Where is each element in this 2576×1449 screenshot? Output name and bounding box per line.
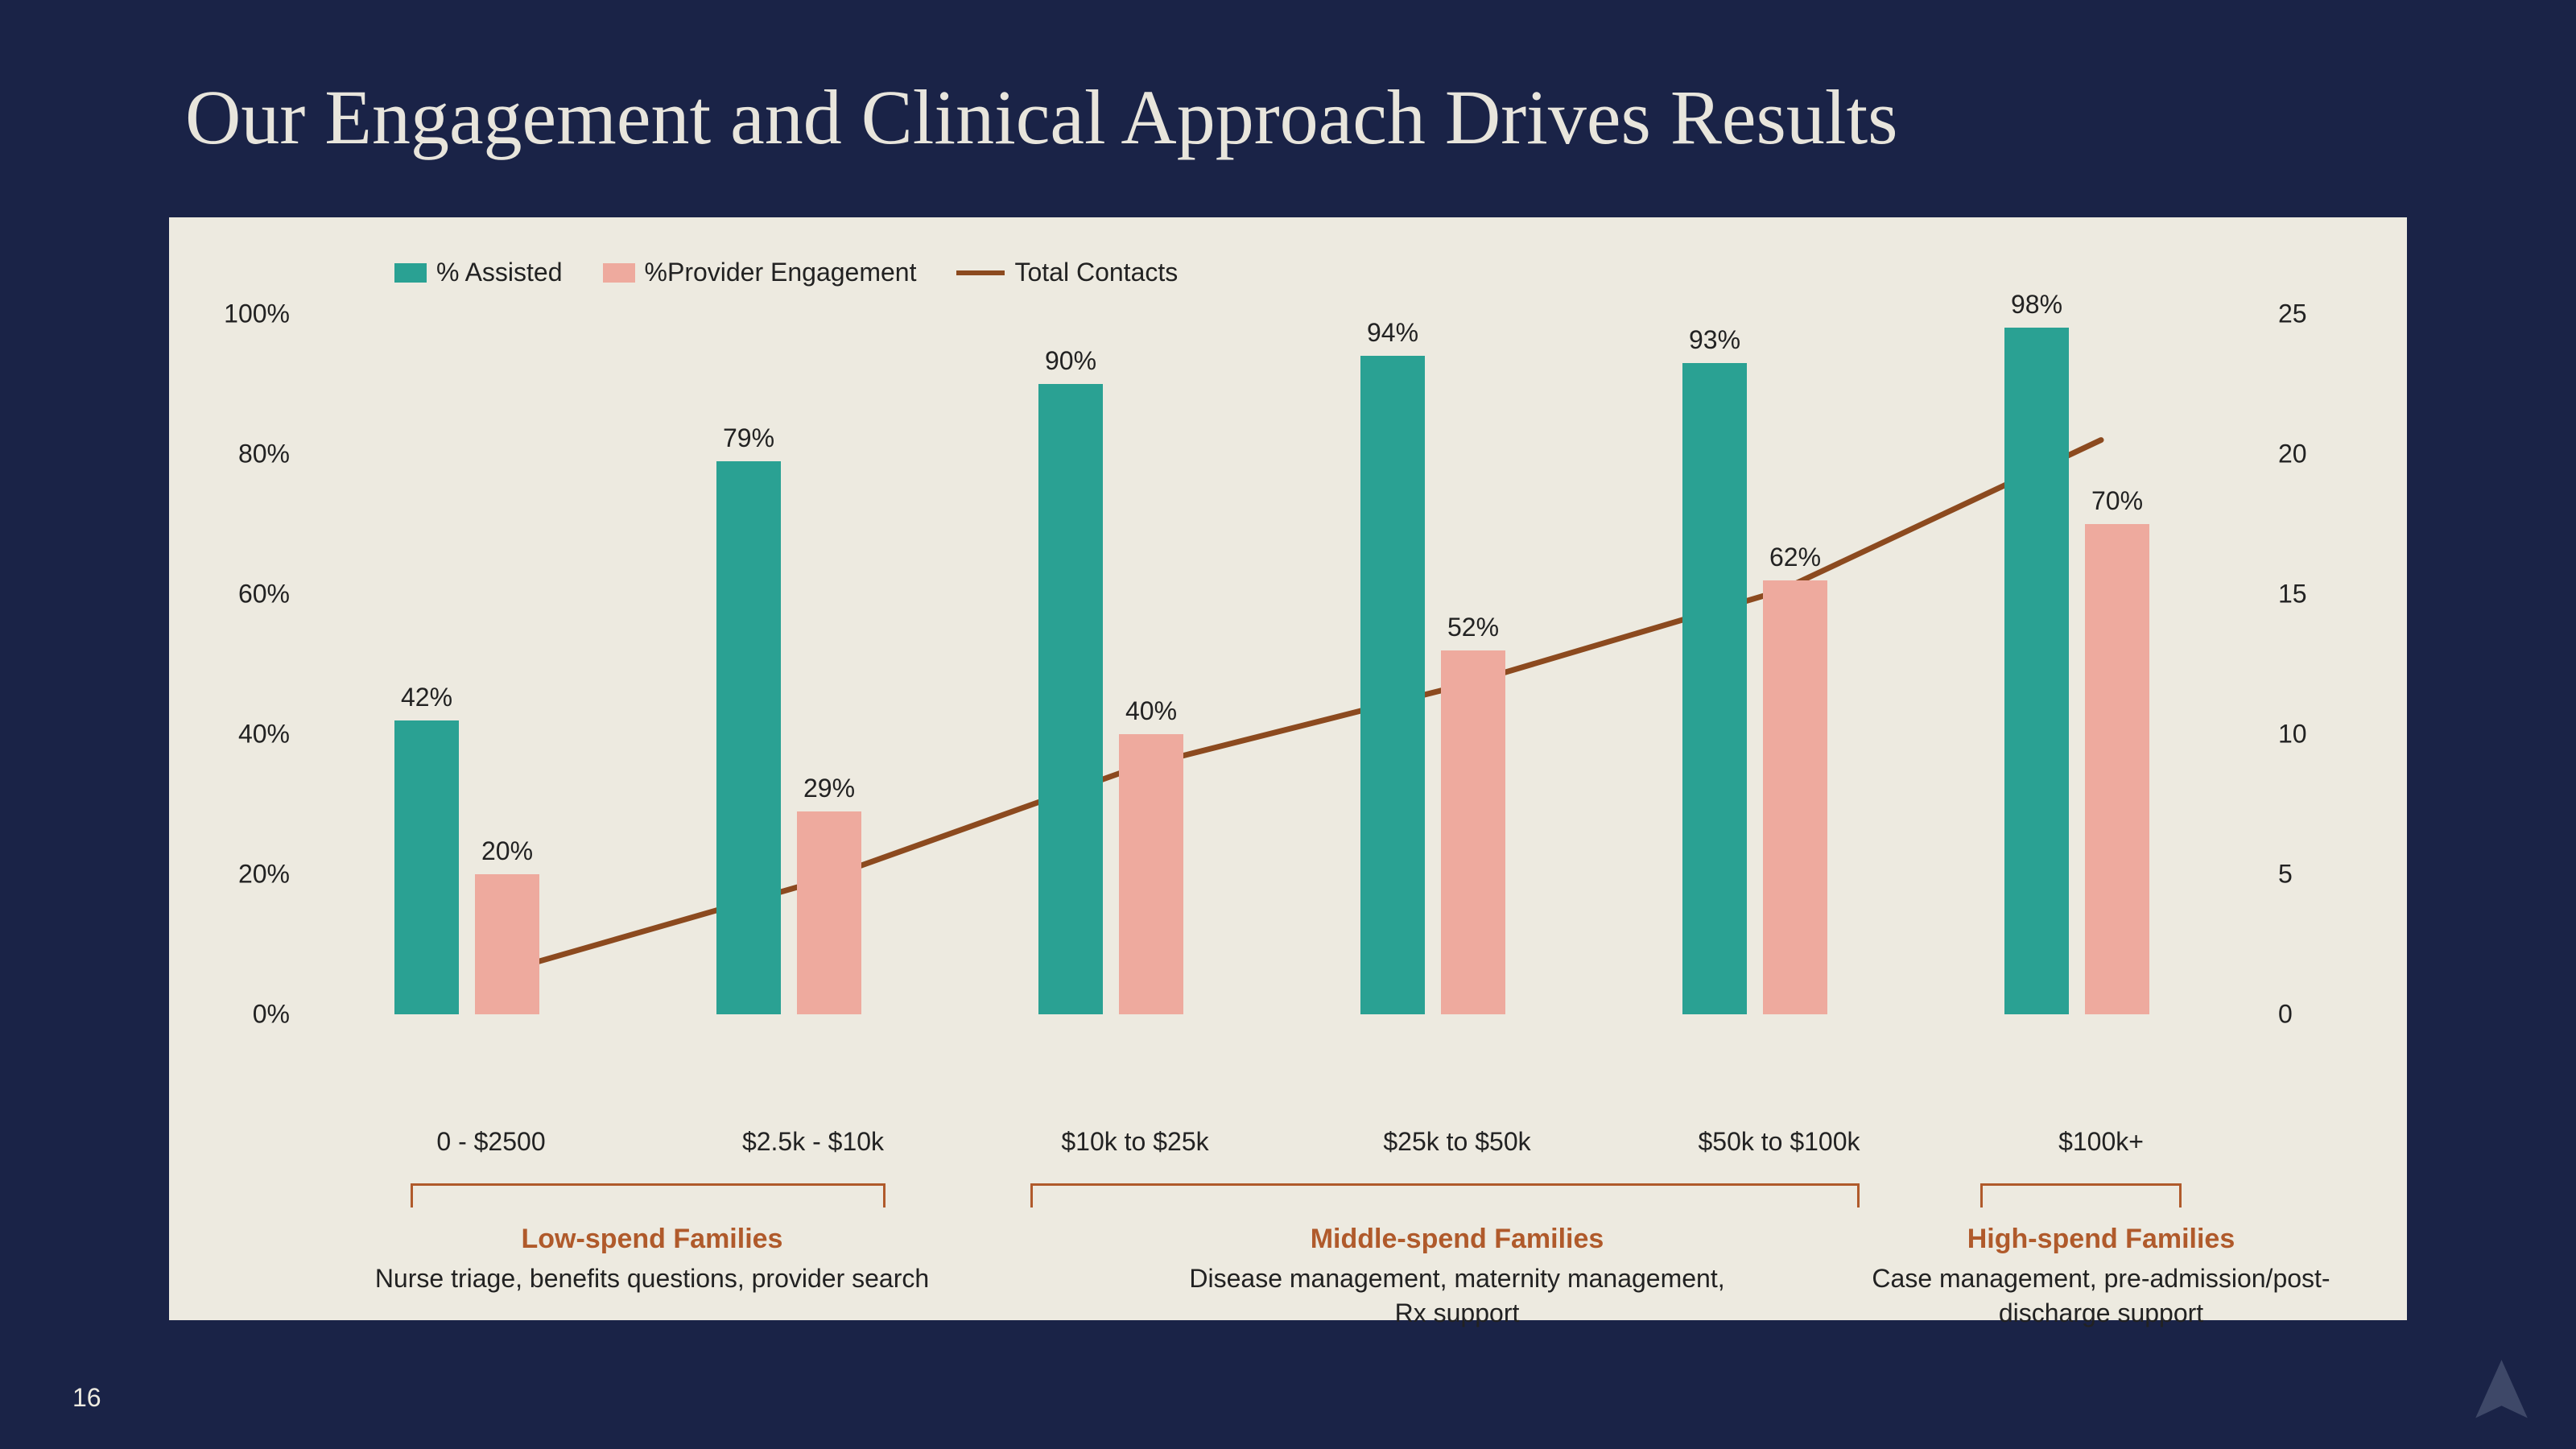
legend-label-assisted: % Assisted — [436, 258, 563, 287]
y-right-tick: 5 — [2278, 860, 2343, 890]
bar-provider — [1441, 650, 1505, 1014]
swatch-provider — [603, 263, 635, 283]
group-title: High-spend Families — [1819, 1224, 2383, 1255]
bar-group: 94% 52% — [1344, 314, 1538, 1014]
bar-label-assisted: 79% — [708, 423, 789, 453]
group-bracket — [1980, 1183, 2182, 1208]
bar-assisted — [1360, 356, 1425, 1014]
slide-title: Our Engagement and Clinical Approach Dri… — [185, 72, 1898, 162]
bar-label-provider: 40% — [1111, 696, 1191, 726]
group-desc: Case management, pre-admission/post-disc… — [1819, 1261, 2383, 1331]
group-bracket — [1030, 1183, 1860, 1208]
bar-label-assisted: 42% — [386, 683, 467, 712]
bar-label-provider: 62% — [1755, 543, 1835, 572]
bar-label-assisted: 93% — [1674, 325, 1755, 355]
bar-label-provider: 20% — [467, 836, 547, 866]
y-left-tick: 100% — [193, 299, 290, 329]
swatch-assisted — [394, 263, 427, 283]
y-left-tick: 80% — [193, 440, 290, 469]
group-label: Middle-spend Families Disease management,… — [1175, 1224, 1739, 1331]
group-title: Middle-spend Families — [1175, 1224, 1739, 1255]
bar-group: 90% 40% — [1022, 314, 1216, 1014]
y-right-tick: 25 — [2278, 299, 2343, 329]
bar-group: 79% 29% — [700, 314, 894, 1014]
bar-label-provider: 52% — [1433, 613, 1513, 642]
bar-assisted — [1682, 363, 1747, 1014]
bar-provider — [797, 811, 861, 1014]
group-title: Low-spend Families — [370, 1224, 934, 1255]
legend-item-contacts: Total Contacts — [956, 258, 1178, 287]
bar-assisted — [2004, 328, 2069, 1014]
group-label: Low-spend Families Nurse triage, benefits… — [370, 1224, 934, 1296]
bar-label-provider: 29% — [789, 774, 869, 803]
y-right-tick: 20 — [2278, 440, 2343, 469]
x-category-label: $50k to $100k — [1658, 1127, 1900, 1157]
page-number: 16 — [72, 1383, 101, 1413]
y-left-tick: 20% — [193, 860, 290, 890]
legend: % Assisted %Provider Engagement Total Co… — [394, 258, 1178, 287]
bar-provider — [475, 874, 539, 1014]
group-desc: Disease management, maternity management… — [1175, 1261, 1739, 1331]
x-category-label: $25k to $50k — [1336, 1127, 1578, 1157]
bar-label-assisted: 90% — [1030, 346, 1111, 376]
bar-label-assisted: 98% — [1996, 290, 2077, 320]
legend-item-provider: %Provider Engagement — [603, 258, 917, 287]
y-left-tick: 60% — [193, 580, 290, 609]
bar-assisted — [1038, 384, 1103, 1014]
line-chart — [314, 314, 2262, 1014]
legend-label-provider: %Provider Engagement — [645, 258, 917, 287]
bar-provider — [2085, 524, 2149, 1014]
bar-assisted — [716, 461, 781, 1014]
bar-group: 98%70% — [1988, 314, 2182, 1014]
swatch-contacts — [956, 270, 1005, 275]
chart-panel: % Assisted %Provider Engagement Total Co… — [169, 217, 2407, 1320]
group-bracket — [411, 1183, 886, 1208]
legend-label-contacts: Total Contacts — [1014, 258, 1178, 287]
x-category-label: 0 - $2500 — [370, 1127, 612, 1157]
y-left-tick: 40% — [193, 720, 290, 749]
bar-provider — [1763, 580, 1827, 1014]
x-category-label: $10k to $25k — [1014, 1127, 1256, 1157]
bar-assisted — [394, 720, 459, 1014]
y-right-tick: 0 — [2278, 1000, 2343, 1030]
legend-item-assisted: % Assisted — [394, 258, 563, 287]
x-category-label: $2.5k - $10k — [692, 1127, 934, 1157]
group-label: High-spend Families Case management, pre-… — [1819, 1224, 2383, 1331]
bracket-row — [314, 1183, 2262, 1224]
plot-area: 0%20%40%60%80%100%051015202542%20%0 - $2… — [314, 314, 2262, 1014]
bar-group: 42% 20% — [378, 314, 572, 1014]
logo-icon — [2467, 1356, 2536, 1425]
bar-label-provider: 70% — [2077, 486, 2157, 516]
y-right-tick: 10 — [2278, 720, 2343, 749]
bar-provider — [1119, 734, 1183, 1014]
group-desc: Nurse triage, benefits questions, provid… — [370, 1261, 934, 1296]
x-category-label: $100k+ — [1980, 1127, 2222, 1157]
bar-group: 93% 62% — [1666, 314, 1860, 1014]
y-left-tick: 0% — [193, 1000, 290, 1030]
bar-label-assisted: 94% — [1352, 318, 1433, 348]
y-right-tick: 15 — [2278, 580, 2343, 609]
